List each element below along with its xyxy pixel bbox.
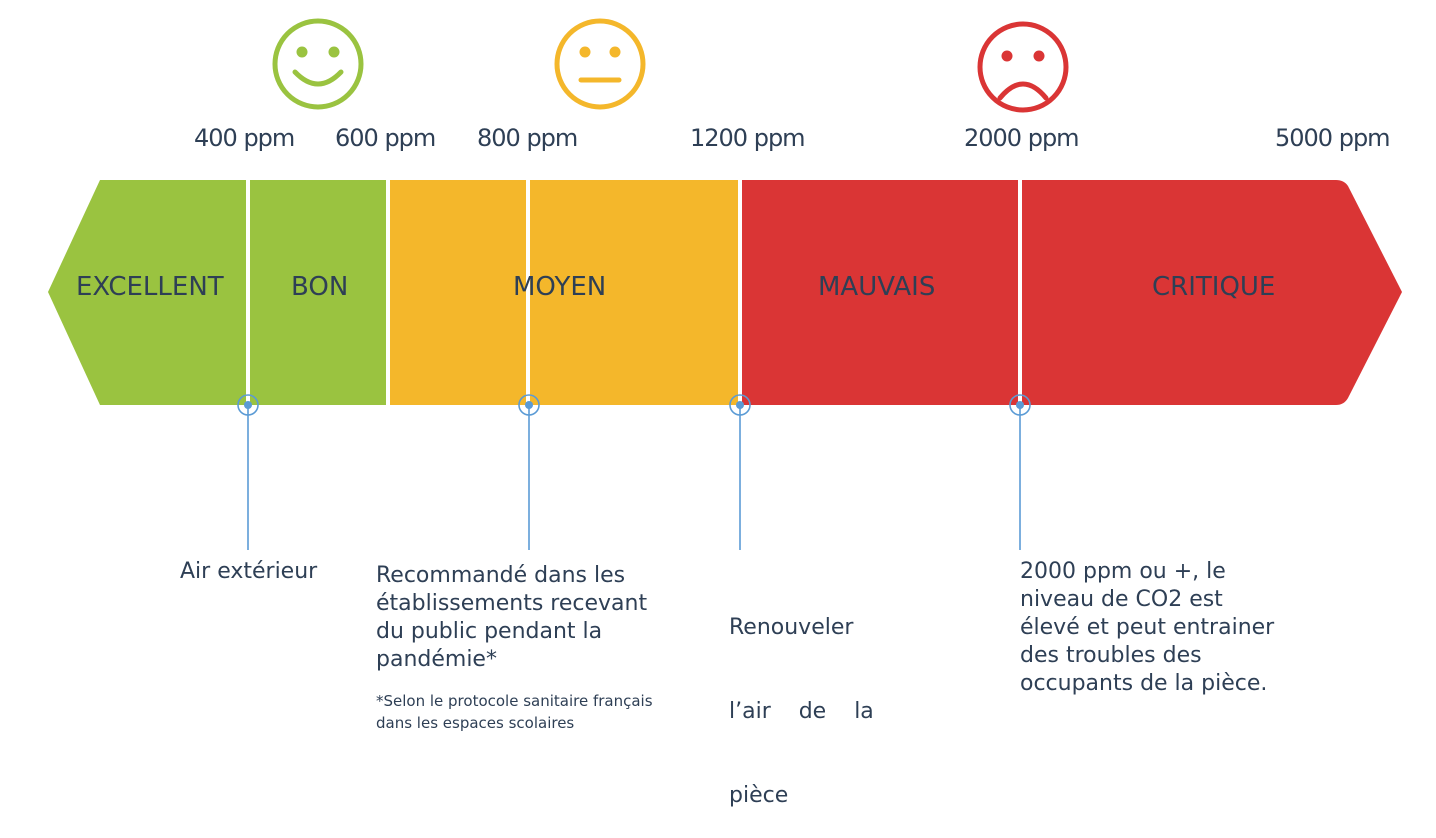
connector-marker-1200 (729, 394, 751, 416)
annotation-recommended: Recommandé dans les établissements recev… (376, 562, 647, 674)
band-critique-shape (1022, 180, 1402, 405)
connector-dot-2000 (1016, 401, 1024, 409)
annotation-line: occupants de la pièce. (1020, 671, 1268, 696)
annotation-line: du public pendant la (376, 619, 603, 644)
band-excellent-shape (48, 180, 246, 405)
threshold-800: 800 ppm (477, 124, 578, 152)
smiley-sad-icon (977, 21, 1069, 113)
co2-scale-diagram (48, 18, 1402, 550)
annotation-line: Renouveler (729, 615, 854, 640)
footnote-line: dans les espaces scolaires (376, 714, 575, 732)
band-bon-shape (250, 180, 386, 405)
annotation-outdoor-air: Air extérieur (180, 558, 317, 586)
smiley-neutral-icon (554, 18, 646, 110)
annotation-high-co2: 2000 ppm ou +, le niveau de CO2 est élev… (1020, 558, 1274, 698)
connectors (237, 394, 1031, 550)
annotation-line: Air extérieur (180, 559, 318, 584)
annotation-line: pandémie* (376, 647, 497, 672)
band-label-moyen: MOYEN (513, 272, 607, 302)
annotation-line: niveau de CO2 est (1020, 587, 1223, 612)
footnote: *Selon le protocole sanitaire français d… (376, 690, 653, 734)
band-mauvais-shape (742, 180, 1018, 405)
band-label-excellent: EXCELLENT (76, 272, 224, 302)
smiley-happy-icon (272, 18, 364, 110)
connector-dot-800 (525, 401, 533, 409)
connector-dot-1200 (736, 401, 744, 409)
threshold-5000: 5000 ppm (1275, 124, 1391, 152)
connector-marker-400 (237, 394, 259, 416)
annotation-line: pièce (729, 783, 789, 808)
annotation-line: 2000 ppm ou +, le (1020, 559, 1226, 584)
connector-marker-2000 (1009, 394, 1031, 416)
annotation-line: élevé et peut entrainer (1020, 615, 1275, 640)
annotation-line: l’air de la (729, 699, 874, 724)
threshold-400: 400 ppm (194, 124, 295, 152)
threshold-600: 600 ppm (335, 124, 436, 152)
annotation-line: des troubles des (1020, 643, 1202, 668)
threshold-2000: 2000 ppm (964, 124, 1080, 152)
band-moyen-shape-b (530, 180, 738, 405)
band-label-critique: CRITIQUE (1152, 272, 1276, 302)
annotation-line: Recommandé dans les (376, 563, 626, 588)
band-moyen-shape-a (390, 180, 526, 405)
connector-dot-400 (244, 401, 252, 409)
footnote-line: *Selon le protocole sanitaire français (376, 692, 653, 710)
connector-marker-800 (518, 394, 540, 416)
annotation-ventilate: Renouveler l’air de la pièce (729, 558, 874, 838)
annotation-line: établissements recevant (376, 591, 648, 616)
band-label-mauvais: MAUVAIS (818, 272, 936, 302)
threshold-1200: 1200 ppm (690, 124, 806, 152)
band-label-bon: BON (291, 272, 349, 302)
